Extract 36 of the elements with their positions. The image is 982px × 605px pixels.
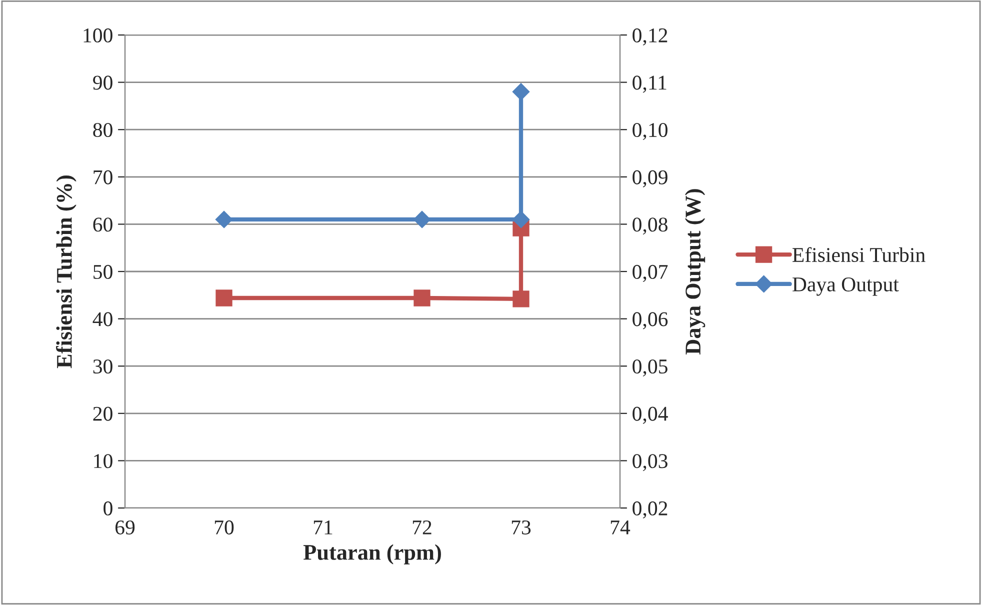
x-tick-label: 70	[214, 520, 234, 534]
x-tick-label: 74	[610, 520, 630, 534]
y-tick-label: 90	[93, 76, 112, 90]
y2-tick-label: 0,04	[632, 406, 668, 424]
y-tick-label: 50	[94, 264, 112, 279]
y2-tick-label: 0,10	[632, 122, 668, 140]
point	[414, 290, 430, 306]
y-tick-label: 80	[93, 122, 112, 138]
x-tick-label: 72	[412, 520, 432, 534]
x-axis-title: Putaran (rpm)	[303, 544, 441, 564]
y-tick-label: 40	[92, 312, 112, 326]
y2-tick-label: 0,05	[632, 359, 668, 377]
point	[216, 290, 232, 306]
y-tick-label: 100	[84, 28, 112, 42]
y2-tick-label: 0,02	[632, 501, 668, 518]
y2-tick-label: 0,11	[632, 76, 666, 93]
x-tick-label: 71	[314, 520, 332, 534]
y2-tick-label: 0,08	[632, 218, 668, 235]
x-tick-label: 73	[512, 520, 531, 534]
y2-tick-label: 0,07	[632, 264, 668, 282]
y-tick-label: 20	[93, 406, 112, 421]
y-tick-label: 60	[93, 218, 112, 232]
legend-label: Daya Output	[792, 277, 899, 296]
legend-label: Efisiensi Turbin	[792, 247, 926, 262]
x-tick-label: 69	[115, 520, 135, 534]
y2-tick-label: 0,03	[632, 454, 668, 472]
y-tick-label: 0	[104, 501, 112, 516]
y-axis-title: Efisiensi Turbin (%)	[56, 176, 76, 368]
y-tick-label: 10	[94, 454, 112, 468]
y-tick-label: 70	[94, 170, 112, 184]
y2-axis-title: Daya Output (W)	[684, 189, 706, 354]
y2-tick-label: 0,06	[632, 312, 668, 330]
y2-tick-label: 0,09	[632, 170, 668, 188]
y-tick-label: 30	[93, 359, 112, 374]
y2-tick-label: 0,12	[632, 28, 668, 46]
point	[512, 290, 530, 308]
